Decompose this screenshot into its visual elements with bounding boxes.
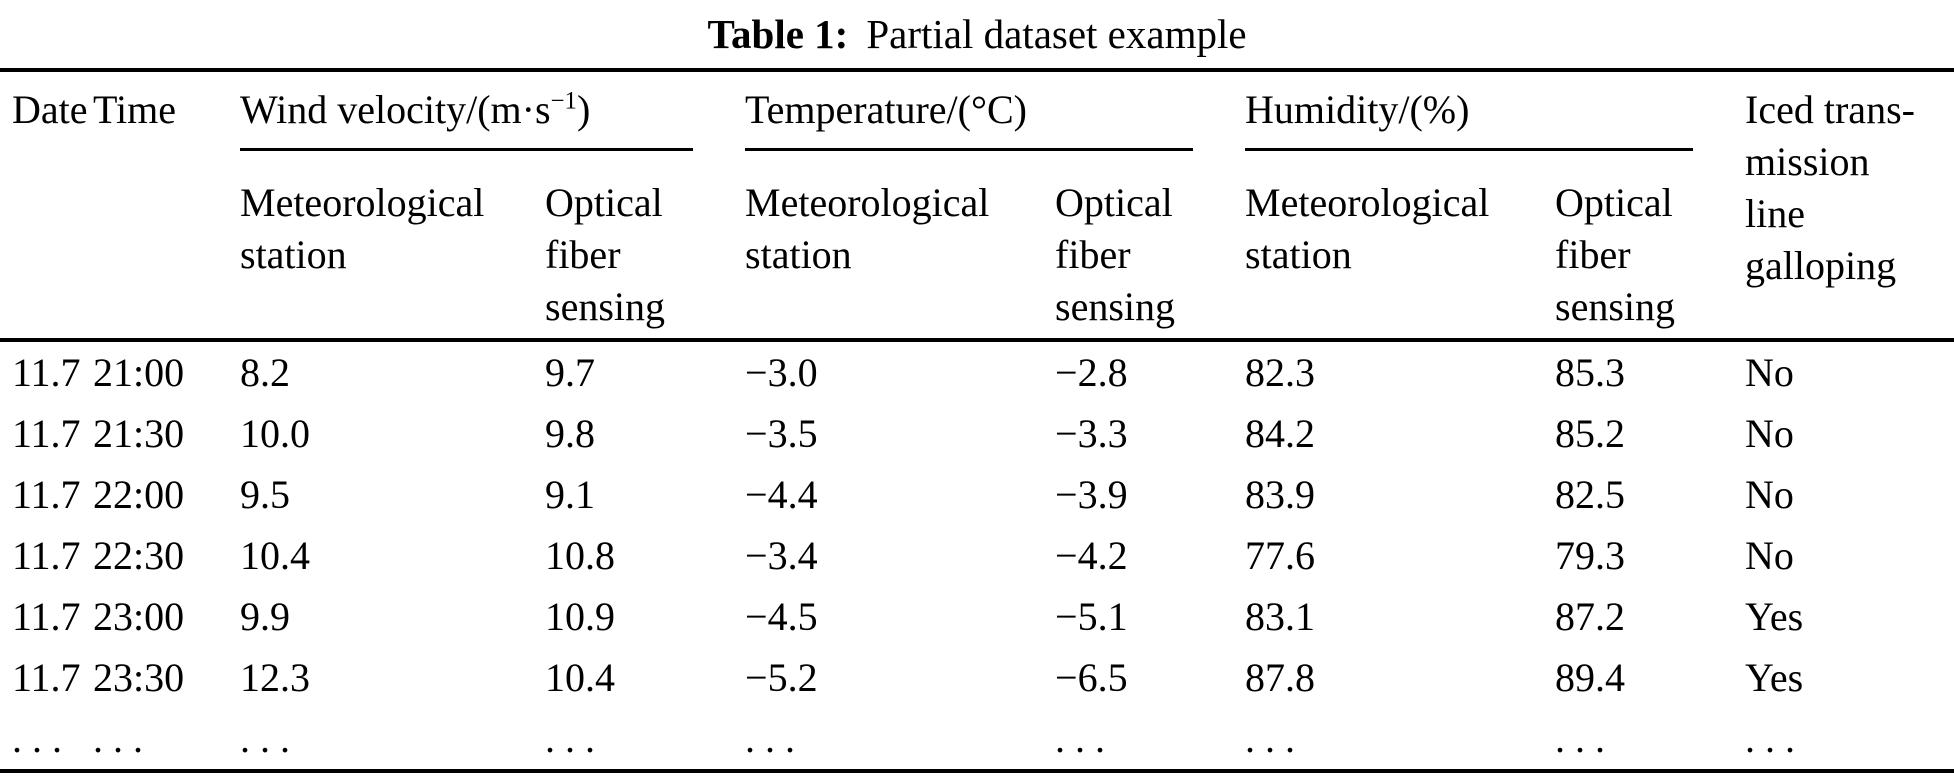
table-cell: 8.2 [240,350,290,395]
table-cell: . . . [545,716,595,761]
table-cell: −3.9 [1055,472,1128,517]
group-label-superscript: −1 [550,87,577,115]
table-cell: 21:00 [93,350,185,395]
table-cell: . . . [240,716,290,761]
table-caption-label: Table 1: [707,11,849,57]
table-row: 11.7 23:00 9.9 10.9 −4.5 −5.1 83.1 87.2 Yes [0,586,1954,647]
table-cell: −4.4 [745,472,818,517]
group-label-text-end: ) [576,87,591,132]
table-cell: 79.3 [1555,533,1626,578]
table-cell: 12.3 [240,655,310,700]
table-cell: 10.4 [545,655,615,700]
table-cell: −6.5 [1055,655,1128,700]
table-cell: 82.5 [1555,472,1626,517]
table-cell: . . . [745,716,796,761]
table-cell: Yes [1745,594,1804,639]
col-header-time: Time [93,70,240,342]
table-cell: −5.1 [1055,594,1128,639]
table-cell: . . . [1055,716,1106,761]
table-cell: 83.1 [1245,594,1316,639]
table-cell: 21:30 [93,411,185,456]
table-cell: . . . [1245,716,1296,761]
table-cell: 10.9 [545,594,615,639]
header-row-groups: Date Time Wind velocity/(m·s−1) Temperat… [0,70,1954,342]
table-body: 11.7 21:00 8.2 9.7 −3.0 −2.8 82.3 85.3 No 11.7 21:… [0,340,1954,771]
table-cell: 23:00 [93,594,185,639]
table-cell: No [1745,411,1794,456]
table-row: . . . . . . . . . . . . . . . . . . . . . . . .… [0,708,1954,771]
col-header-iced-galloping: Iced trans- mission line galloping [1745,70,1954,342]
table-cell: 82.3 [1245,350,1316,395]
table-cell: 85.2 [1555,411,1626,456]
table-cell: 9.1 [545,472,595,517]
table-row: 11.7 22:30 10.4 10.8 −3.4 −4.2 77.6 79.3 No [0,525,1954,586]
sub-header-humidity-meteorological-station: Meteorological station [1245,151,1556,342]
table-cell: 84.2 [1245,411,1316,456]
table-cell: −4.5 [745,594,818,639]
table-cell: 10.4 [240,533,310,578]
group-header-temperature: Temperature/(°C) [745,70,1245,151]
table-cell: 83.9 [1245,472,1316,517]
table-cell: 9.5 [240,472,290,517]
table-cell: 87.8 [1245,655,1316,700]
table-cell: 9.8 [545,411,595,456]
col-header-date: Date [0,70,93,342]
table-cell: . . . [93,716,143,761]
table-cell: 23:30 [93,655,185,700]
table-cell: 11.7 [12,350,81,395]
table-cell: . . . [1745,716,1796,761]
group-header-humidity: Humidity/(%) [1245,70,1745,151]
table-cell: −2.8 [1055,350,1128,395]
table-row: 11.7 21:30 10.0 9.8 −3.5 −3.3 84.2 85.2 No [0,403,1954,464]
group-label-text: Wind velocity/(m·s [240,87,551,132]
table-cell: 77.6 [1245,533,1316,578]
table-cell: 89.4 [1555,655,1626,700]
sub-header-wind-meteorological-station: Meteorological station [240,151,545,342]
table-cell: 11.7 [12,411,81,456]
table-cell: 22:30 [93,533,185,578]
table-cell: 9.9 [240,594,290,639]
table-header: Date Time Wind velocity/(m·s−1) Temperat… [0,70,1954,342]
table-caption-text: Partial dataset example [866,11,1247,57]
table-cell: No [1745,350,1794,395]
table-cell: Yes [1745,655,1804,700]
sub-header-wind-optical-fiber-sensing: Optical fiber sensing [545,151,746,342]
table-cell: 87.2 [1555,594,1626,639]
table-cell: . . . [12,716,62,761]
table-cell: 11.7 [12,533,81,578]
table-cell: 85.3 [1555,350,1626,395]
table-cell: −3.4 [745,533,818,578]
table-cell: −5.2 [745,655,818,700]
header-row-subcolumns: Meteorological station Optical fiber sen… [0,151,1954,342]
group-header-wind-velocity: Wind velocity/(m·s−1) [240,70,745,151]
group-header-temperature-label: Temperature/(°C) [745,84,1194,151]
table-cell: −3.0 [745,350,818,395]
table-cell: 11.7 [12,472,81,517]
table-cell: 9.7 [545,350,595,395]
sub-header-temperature-optical-fiber-sensing: Optical fiber sensing [1055,151,1246,342]
table-cell: 11.7 [12,655,81,700]
data-table: Date Time Wind velocity/(m·s−1) Temperat… [0,68,1954,773]
table-row: 11.7 22:00 9.5 9.1 −4.4 −3.9 83.9 82.5 No [0,464,1954,525]
table-cell: 11.7 [12,594,81,639]
table-cell: . . . [1555,716,1606,761]
table-cell: No [1745,472,1794,517]
table-row: 11.7 23:30 12.3 10.4 −5.2 −6.5 87.8 89.4 Yes [0,647,1954,708]
table-cell: −3.3 [1055,411,1128,456]
sub-header-temperature-meteorological-station: Meteorological station [745,151,1056,342]
table-cell: −3.5 [745,411,818,456]
sub-header-humidity-optical-fiber-sensing: Optical fiber sensing [1555,151,1746,342]
group-label-text: Humidity/(%) [1245,87,1470,132]
group-label-text: Temperature/(°C) [745,87,1027,132]
table-cell: 22:00 [93,472,185,517]
table-row: 11.7 21:00 8.2 9.7 −3.0 −2.8 82.3 85.3 No [0,340,1954,403]
table-cell: 10.8 [545,533,615,578]
group-header-humidity-label: Humidity/(%) [1245,84,1694,151]
table-cell: 10.0 [240,411,310,456]
table-caption: Table 1: Partial dataset example [0,0,1954,68]
table-cell: −4.2 [1055,533,1128,578]
table-cell: No [1745,533,1794,578]
group-header-wind-velocity-label: Wind velocity/(m·s−1) [240,84,694,151]
